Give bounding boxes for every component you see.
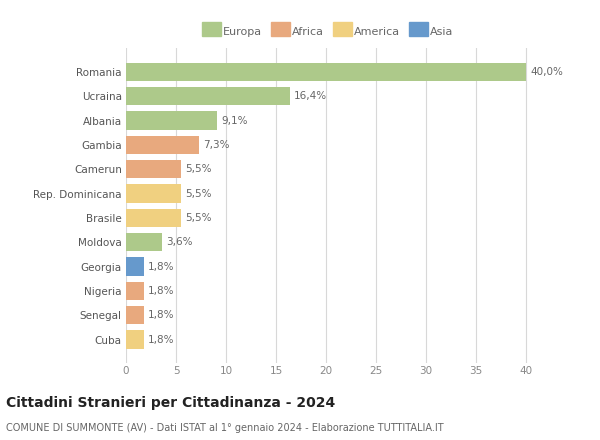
Bar (126, 330, 144, 348)
Bar (126, 136, 199, 154)
Bar (126, 63, 526, 81)
Text: 1,8%: 1,8% (148, 310, 175, 320)
Text: 5,5%: 5,5% (185, 188, 212, 198)
Text: Cittadini Stranieri per Cittadinanza - 2024: Cittadini Stranieri per Cittadinanza - 2… (6, 396, 335, 410)
Text: 16,4%: 16,4% (294, 91, 327, 101)
Bar (126, 233, 162, 251)
Text: 9,1%: 9,1% (221, 116, 248, 125)
Bar (126, 306, 144, 324)
Bar (126, 87, 290, 105)
Text: 5,5%: 5,5% (185, 164, 212, 174)
Text: 7,3%: 7,3% (203, 140, 229, 150)
Text: 3,6%: 3,6% (166, 237, 193, 247)
Text: 40,0%: 40,0% (530, 67, 563, 77)
Bar (126, 209, 181, 227)
Text: 1,8%: 1,8% (148, 334, 175, 345)
Text: COMUNE DI SUMMONTE (AV) - Dati ISTAT al 1° gennaio 2024 - Elaborazione TUTTITALI: COMUNE DI SUMMONTE (AV) - Dati ISTAT al … (6, 423, 443, 433)
Bar (126, 282, 144, 300)
Bar (126, 257, 144, 276)
Bar (126, 184, 181, 203)
Bar (126, 111, 217, 130)
Legend: Europa, Africa, America, Asia: Europa, Africa, America, Asia (199, 22, 457, 40)
Bar (126, 160, 181, 178)
Text: 5,5%: 5,5% (185, 213, 212, 223)
Text: 1,8%: 1,8% (148, 286, 175, 296)
Text: 1,8%: 1,8% (148, 261, 175, 271)
